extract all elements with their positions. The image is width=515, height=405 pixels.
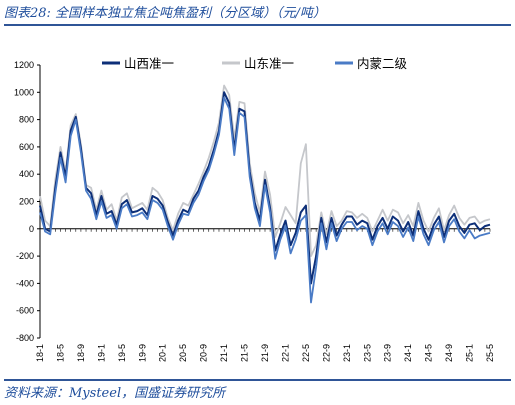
chart-title: 图表28: 全国样本独立焦企吨焦盈利（分区域）（元/吨） xyxy=(4,6,326,21)
source-note: 资料来源：Mysteel，国盛证券研究所 xyxy=(4,386,226,401)
x-tick-label: 23-5 xyxy=(362,344,372,362)
legend-label: 山西准一 xyxy=(124,56,174,71)
x-tick-label: 20-1 xyxy=(158,344,168,362)
x-tick-label: 20-9 xyxy=(199,344,209,362)
legend-label: 山东准一 xyxy=(244,56,294,71)
x-tick-label: 19-9 xyxy=(137,344,147,362)
x-tick-label: 21-1 xyxy=(219,344,229,362)
x-tick-label: 19-1 xyxy=(96,344,106,362)
y-tick-label: 800 xyxy=(19,115,34,125)
x-tick-label: 18-5 xyxy=(55,344,65,362)
y-axis: -800 -600 -400 -200 0 200 400 600 800 1000 1200 xyxy=(14,60,41,343)
y-tick-label: 200 xyxy=(19,197,34,207)
x-tick-label: 18-9 xyxy=(76,344,86,362)
x-tick-label: 25-5 xyxy=(485,344,495,362)
x-tick-label: 23-9 xyxy=(383,344,393,362)
y-tick-label: -400 xyxy=(16,278,34,288)
y-tick-label: -600 xyxy=(16,306,34,316)
x-tick-label: 22-1 xyxy=(280,344,290,362)
x-tick-label: 25-1 xyxy=(465,344,475,362)
x-tick-label: 24-1 xyxy=(403,344,413,362)
legend-label: 内蒙二级 xyxy=(357,56,408,71)
series-lines xyxy=(39,84,491,304)
bottom-rule xyxy=(4,379,511,381)
x-tick-label: 22-5 xyxy=(301,344,311,362)
x-tick-label: 22-9 xyxy=(321,344,331,362)
x-axis: 18-1 18-5 18-9 19-1 19-5 19-9 20-1 20-5 20-9 21-1… xyxy=(35,228,495,362)
x-tick-label: 24-9 xyxy=(444,344,454,362)
series-line-0 xyxy=(39,91,491,285)
x-tick-label: 23-1 xyxy=(342,344,352,362)
legend: 山西准一 山东准一 内蒙二级 xyxy=(102,56,408,71)
x-tick-label: 21-9 xyxy=(260,344,270,362)
y-tick-label: 400 xyxy=(19,169,34,179)
x-tick-label: 19-5 xyxy=(117,344,127,362)
y-tick-label: 1000 xyxy=(14,87,34,97)
x-tick-label: 24-5 xyxy=(424,344,434,362)
top-rule xyxy=(4,24,511,26)
x-tick-label: 21-5 xyxy=(240,344,250,362)
y-tick-label: 0 xyxy=(29,224,34,234)
x-tick-label: 20-5 xyxy=(178,344,188,362)
series-line-1 xyxy=(39,84,491,258)
y-tick-label: -800 xyxy=(16,333,34,343)
x-tick-label: 18-1 xyxy=(35,344,45,362)
y-tick-label: -200 xyxy=(16,251,34,261)
series-line-2 xyxy=(39,96,491,304)
line-chart: 山西准一 山东准一 内蒙二级 -800 -600 -400 -200 0 200 400 600 8… xyxy=(14,56,495,362)
y-tick-label: 600 xyxy=(19,142,34,152)
y-tick-label: 1200 xyxy=(14,60,34,70)
